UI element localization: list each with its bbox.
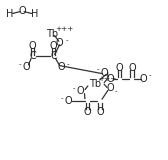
Text: -: - bbox=[149, 72, 152, 79]
Text: O: O bbox=[106, 74, 114, 84]
Text: O: O bbox=[140, 74, 148, 84]
Text: H: H bbox=[31, 9, 38, 19]
Text: -: - bbox=[19, 61, 21, 67]
Text: -: - bbox=[96, 67, 99, 73]
Text: H: H bbox=[6, 9, 13, 19]
Text: C: C bbox=[50, 52, 57, 61]
Text: O: O bbox=[128, 63, 136, 73]
Text: +++: +++ bbox=[55, 26, 74, 32]
Text: +++: +++ bbox=[98, 76, 117, 82]
Text: O: O bbox=[83, 107, 91, 116]
Text: O: O bbox=[100, 68, 108, 78]
Text: O: O bbox=[65, 96, 72, 106]
Text: Tb: Tb bbox=[89, 79, 101, 88]
Text: O: O bbox=[18, 6, 26, 16]
Text: -: - bbox=[67, 61, 69, 67]
Text: O: O bbox=[29, 41, 37, 51]
Text: O: O bbox=[115, 63, 123, 73]
Text: Tb: Tb bbox=[46, 29, 58, 39]
Text: O: O bbox=[56, 38, 64, 48]
Text: O: O bbox=[22, 62, 30, 72]
Text: -: - bbox=[61, 95, 64, 101]
Text: C: C bbox=[29, 52, 36, 61]
Text: -: - bbox=[65, 37, 68, 43]
Text: O: O bbox=[50, 41, 58, 51]
Text: O: O bbox=[96, 107, 104, 116]
Text: O: O bbox=[76, 86, 84, 96]
Text: O: O bbox=[57, 62, 65, 72]
Text: -: - bbox=[73, 85, 75, 91]
Text: O: O bbox=[106, 83, 114, 93]
Text: -: - bbox=[115, 88, 118, 94]
